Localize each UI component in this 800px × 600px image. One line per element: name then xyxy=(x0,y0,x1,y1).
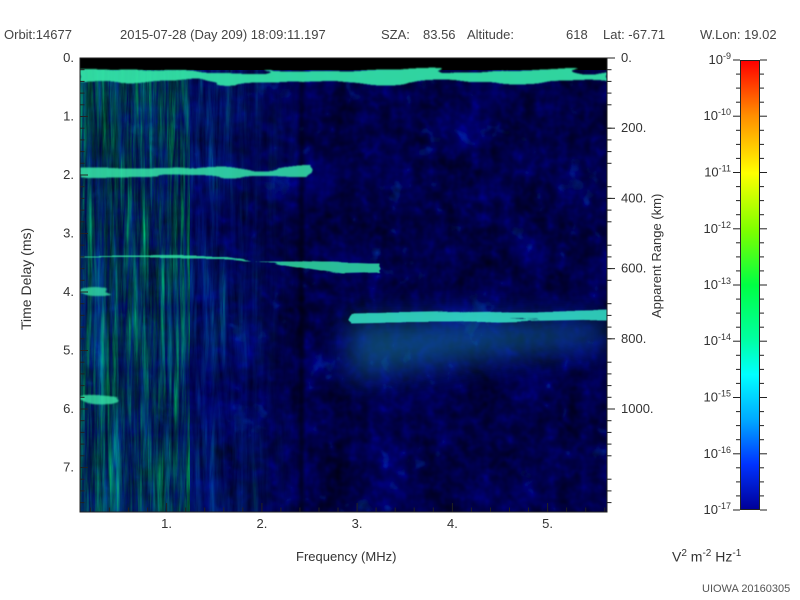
svg-text:4.: 4. xyxy=(63,284,74,299)
svg-text:10-16: 10-16 xyxy=(704,445,731,461)
svg-text:0.: 0. xyxy=(63,50,74,65)
svg-text:2.: 2. xyxy=(63,167,74,182)
svg-text:10-15: 10-15 xyxy=(704,389,731,405)
svg-text:10-14: 10-14 xyxy=(704,332,731,348)
svg-text:10-17: 10-17 xyxy=(704,501,731,517)
svg-text:4.: 4. xyxy=(447,516,458,531)
svg-text:1000.: 1000. xyxy=(621,401,654,416)
svg-text:10-9: 10-9 xyxy=(709,51,731,67)
svg-text:3.: 3. xyxy=(352,516,363,531)
svg-text:200.: 200. xyxy=(621,120,646,135)
svg-text:0.: 0. xyxy=(621,50,632,65)
svg-text:5.: 5. xyxy=(542,516,553,531)
svg-text:10-11: 10-11 xyxy=(704,164,731,180)
svg-text:6.: 6. xyxy=(63,401,74,416)
svg-text:2.: 2. xyxy=(256,516,267,531)
svg-text:10-10: 10-10 xyxy=(704,107,731,123)
svg-text:5.: 5. xyxy=(63,343,74,358)
svg-text:400.: 400. xyxy=(621,190,646,205)
svg-text:3.: 3. xyxy=(63,226,74,241)
svg-text:7.: 7. xyxy=(63,460,74,475)
svg-text:1.: 1. xyxy=(161,516,172,531)
svg-text:10-12: 10-12 xyxy=(704,220,731,236)
svg-text:600.: 600. xyxy=(621,261,646,276)
svg-text:1.: 1. xyxy=(63,109,74,124)
svg-text:10-13: 10-13 xyxy=(704,276,731,292)
svg-text:800.: 800. xyxy=(621,331,646,346)
